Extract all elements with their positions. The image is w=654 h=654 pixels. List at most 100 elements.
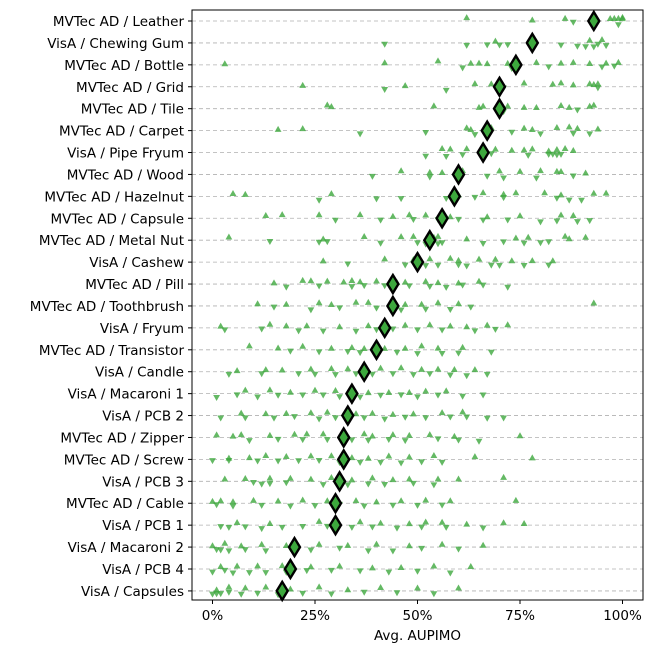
sample-point-up	[471, 453, 479, 460]
sample-point-down	[348, 437, 356, 444]
mean-marker	[336, 448, 351, 471]
sample-point-down	[463, 263, 471, 270]
sample-point-up	[438, 409, 446, 416]
sample-point-down	[520, 240, 528, 247]
sample-point-up	[434, 475, 442, 482]
sample-point-down	[291, 414, 298, 421]
sample-point-down	[254, 458, 261, 465]
mean-marker	[476, 141, 491, 164]
sample-point-up	[303, 322, 311, 329]
sample-point-up	[553, 124, 561, 131]
mean-marker	[422, 228, 437, 252]
sample-point-down	[438, 502, 446, 509]
sample-point-down	[553, 195, 561, 202]
sample-point-down	[483, 173, 491, 180]
sample-point-down	[389, 371, 397, 378]
sample-point-down	[455, 437, 462, 444]
sample-point-down	[246, 570, 253, 577]
sample-point-up	[287, 585, 294, 592]
sample-point-up	[299, 496, 307, 503]
y-tick-label: VisA / Cashew	[89, 255, 184, 271]
sample-point-up	[364, 389, 372, 396]
sample-point-up	[434, 232, 442, 239]
sample-point-down	[299, 524, 307, 531]
sample-point-up	[446, 497, 454, 504]
sample-point-up	[323, 277, 331, 284]
sample-point-down	[287, 348, 294, 355]
sample-point-up	[397, 167, 405, 174]
sample-point-up	[541, 189, 548, 196]
sample-point-down	[438, 327, 446, 334]
sample-point-down	[446, 307, 454, 314]
sample-point-down	[471, 194, 479, 201]
sample-point-up	[418, 300, 425, 307]
mean-marker	[586, 9, 601, 33]
sample-point-up	[266, 431, 274, 438]
sample-point-up	[451, 366, 458, 373]
sample-point-up	[307, 475, 315, 482]
sample-point-down	[479, 241, 487, 248]
sample-point-down	[455, 216, 462, 223]
sample-point-down	[586, 131, 594, 138]
sample-point-up	[557, 79, 565, 86]
sample-point-down	[254, 394, 261, 401]
sample-point-up	[352, 410, 360, 417]
sample-point-down	[455, 546, 462, 553]
sample-point-down	[315, 349, 323, 356]
y-tick-label: MVTec AD / Toothbrush	[30, 299, 184, 315]
sample-point-up	[369, 474, 376, 481]
sample-point-up	[360, 344, 368, 351]
mean-marker	[340, 404, 355, 427]
sample-point-down	[364, 548, 372, 555]
sample-point-down	[401, 414, 409, 421]
sample-point-down	[442, 196, 450, 203]
sample-point-up	[434, 279, 442, 286]
sample-point-up	[356, 278, 364, 285]
sample-point-down	[455, 350, 462, 357]
sample-point-down	[471, 132, 479, 139]
sample-point-up	[569, 81, 577, 88]
sample-point-up	[565, 103, 573, 110]
sample-point-up	[422, 496, 430, 503]
sample-point-down	[430, 591, 438, 598]
sample-point-down	[405, 283, 413, 290]
sample-point-down	[446, 570, 454, 577]
sample-point-down	[332, 372, 339, 379]
sample-point-up	[582, 233, 589, 240]
sample-point-up	[237, 431, 245, 438]
sample-point-down	[270, 415, 278, 422]
y-tick-label: MVTec AD / Metal Nut	[39, 233, 184, 249]
sample-point-up	[323, 101, 331, 108]
sample-point-up	[217, 563, 225, 570]
sample-point-up	[328, 473, 335, 480]
sample-point-up	[217, 322, 225, 329]
sample-point-down	[295, 371, 302, 378]
sample-point-up	[455, 256, 462, 263]
sample-point-up	[569, 211, 577, 218]
sample-point-up	[307, 563, 315, 570]
sample-point-up	[405, 542, 413, 549]
sample-point-down	[360, 415, 368, 422]
sample-point-up	[311, 386, 319, 393]
sample-point-up	[209, 542, 216, 549]
sample-point-up	[278, 366, 286, 373]
sample-point-up	[241, 386, 249, 393]
mean-marker	[435, 206, 450, 230]
sample-point-down	[393, 590, 401, 597]
sample-point-down	[422, 263, 430, 270]
mean-marker	[385, 272, 400, 296]
sample-point-up	[516, 167, 524, 174]
sample-point-up	[410, 410, 417, 417]
y-axis: MVTec AD / Leather VisA / Chewing Gum MVTe…	[30, 14, 192, 600]
sample-point-down	[315, 458, 323, 465]
sample-point-down	[237, 591, 245, 598]
sample-point-up	[221, 475, 229, 482]
x-tick-label: 75%	[505, 608, 535, 624]
sample-point-down	[418, 459, 425, 466]
sample-point-down	[479, 525, 487, 532]
y-tick-label: MVTec AD / Cable	[66, 496, 184, 512]
sample-point-down	[594, 85, 602, 92]
mean-marker	[336, 426, 351, 449]
sample-point-up	[389, 476, 397, 483]
sample-point-down	[422, 306, 430, 313]
